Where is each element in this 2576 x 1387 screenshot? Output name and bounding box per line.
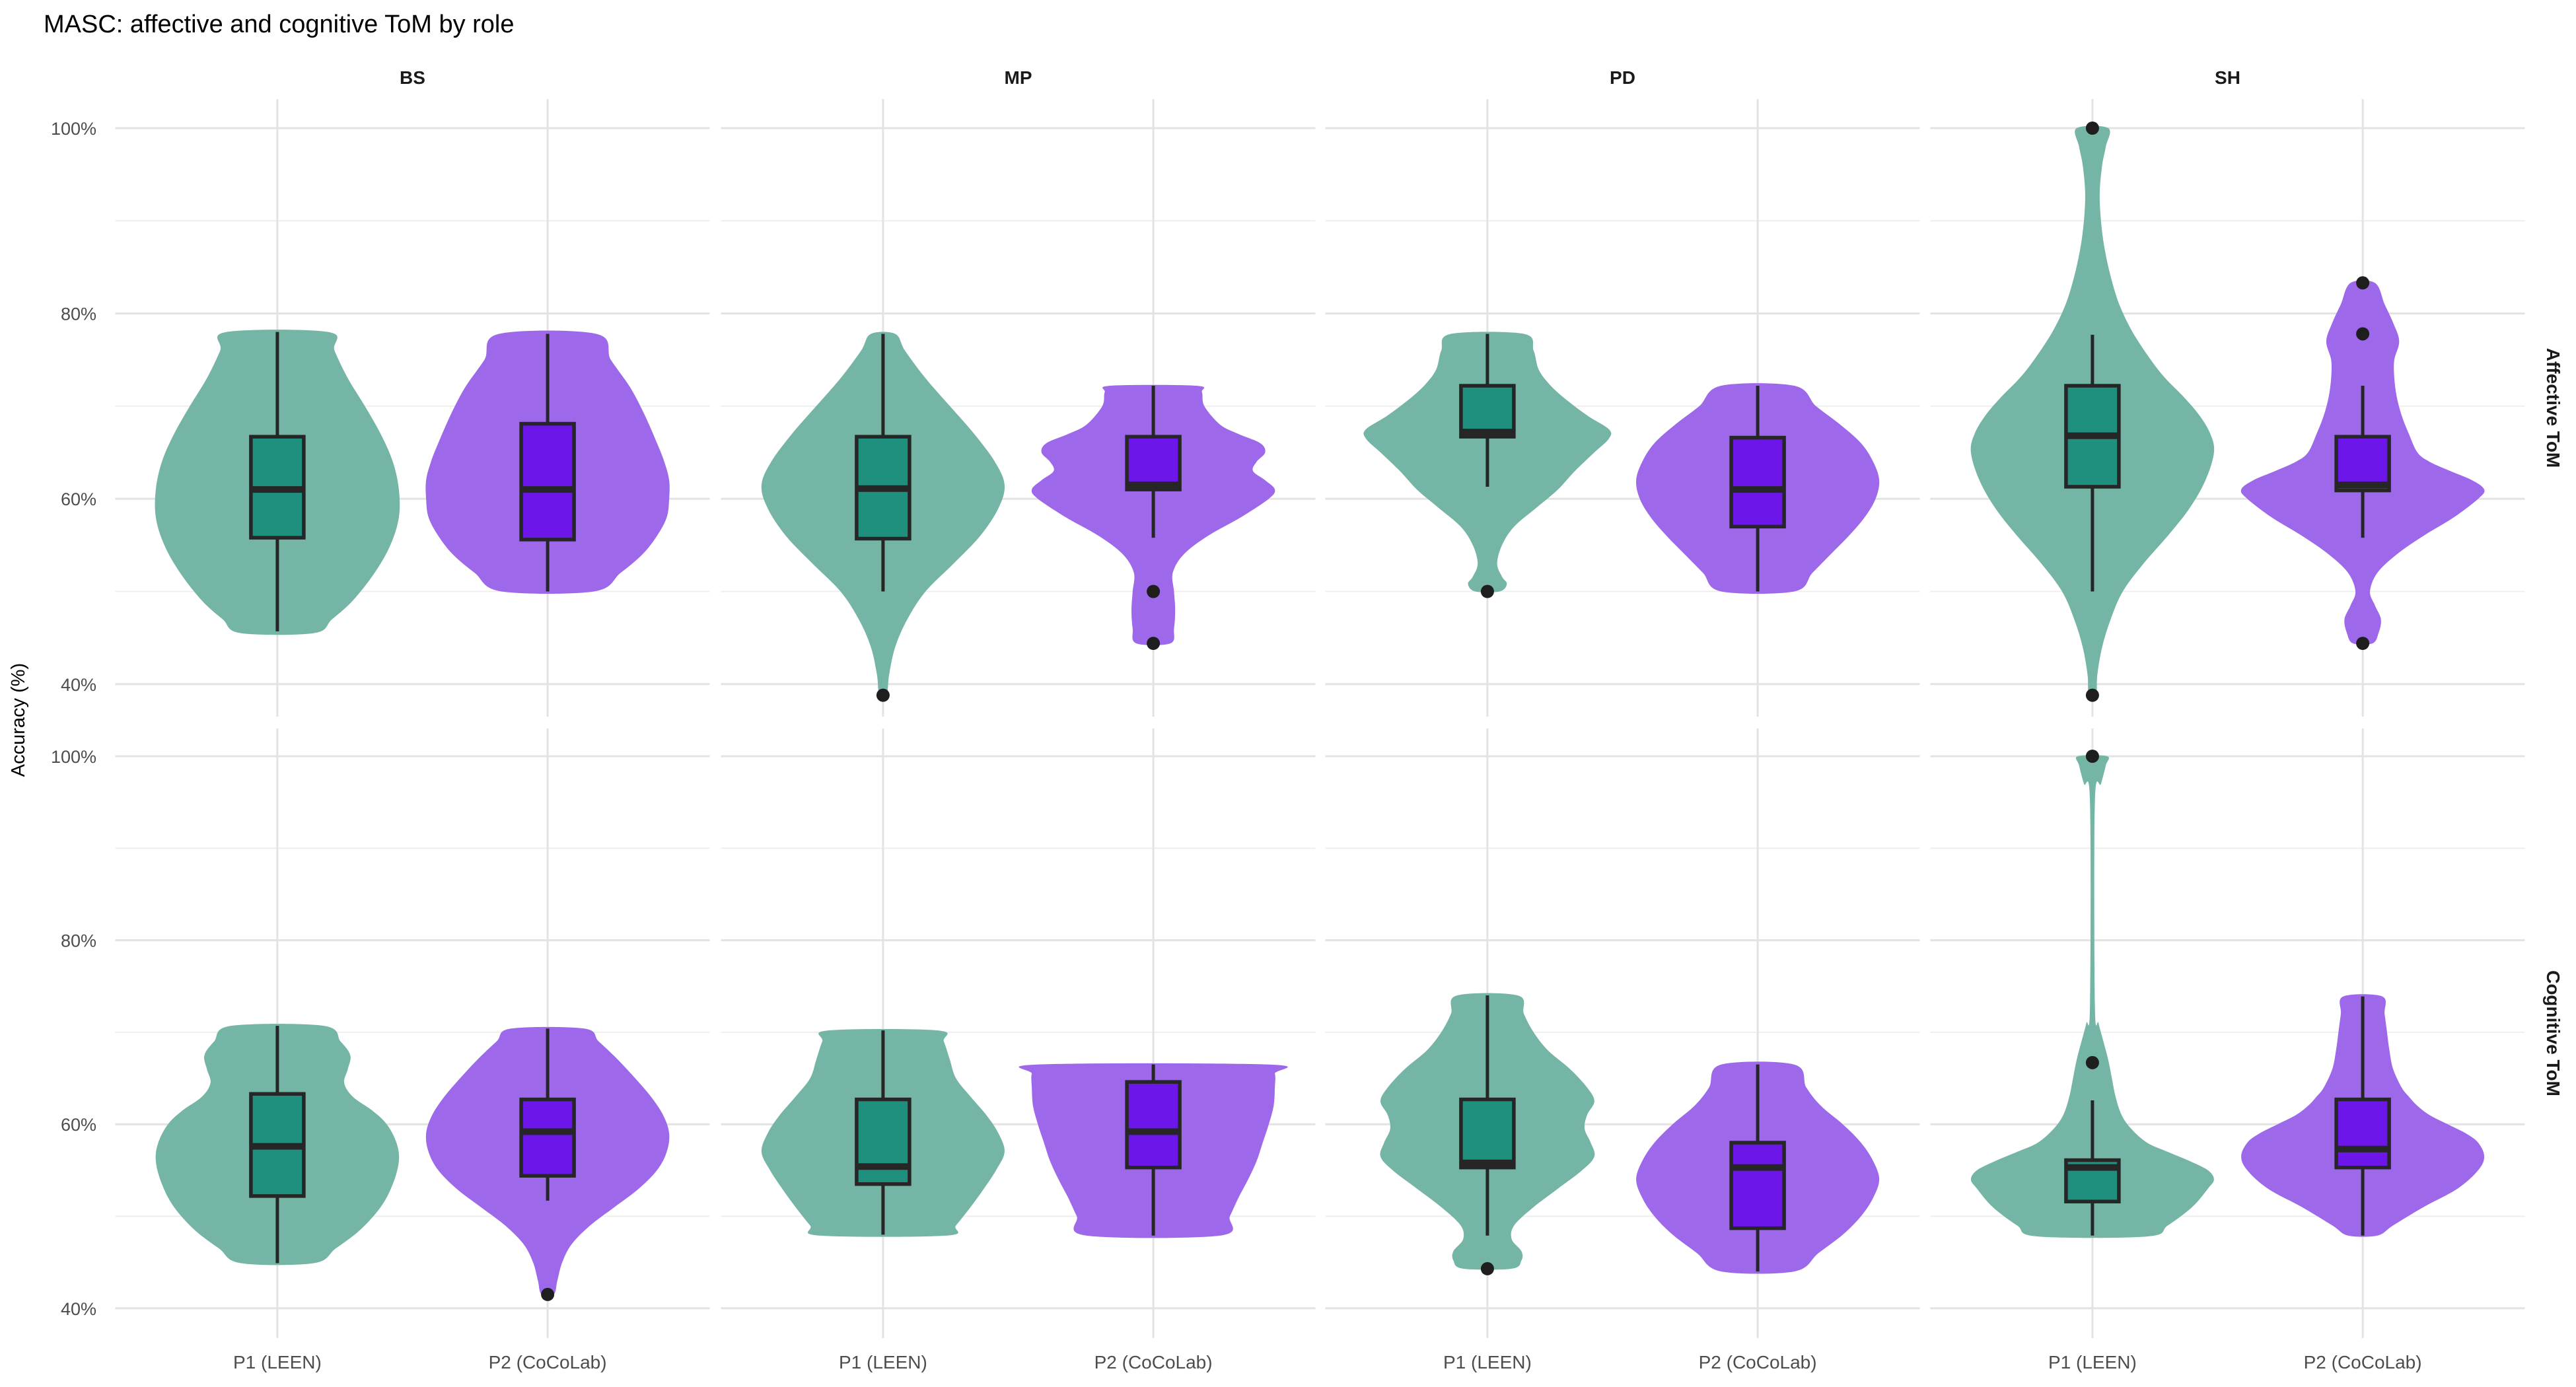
x-tick-label: P1 (LEEN): [839, 1352, 927, 1372]
outlier-point: [541, 1287, 555, 1301]
y-tick-label: 100%: [51, 119, 96, 139]
boxplot-box: [1729, 435, 1786, 529]
y-tick-label: 80%: [61, 304, 96, 324]
outlier-point: [2356, 327, 2370, 341]
outlier-point: [2356, 637, 2370, 651]
boxplot-box: [2334, 1097, 2391, 1170]
y-tick-label: 80%: [61, 931, 96, 951]
outlier-point: [2085, 750, 2099, 763]
outlier-point: [1480, 585, 1494, 598]
facet-strip-affective: Affective ToM: [2543, 348, 2563, 468]
facet-strip-pd: PD: [1610, 67, 1635, 88]
boxplot-box: [1125, 435, 1182, 491]
boxplot-box: [1729, 1141, 1786, 1230]
x-tick-label: P2 (CoCoLab): [489, 1352, 607, 1372]
y-tick-label: 60%: [61, 1115, 96, 1135]
x-tick-label: P2 (CoCoLab): [1699, 1352, 1817, 1372]
facet-strip-bs: BS: [400, 67, 425, 88]
y-tick-label: 40%: [61, 1299, 96, 1319]
outlier-point: [2085, 1055, 2099, 1069]
x-tick-label: P1 (LEEN): [233, 1352, 322, 1372]
facet-strip-mp: MP: [1005, 67, 1032, 88]
facet-strip-sh: SH: [2215, 67, 2240, 88]
boxplot-box: [1459, 1097, 1516, 1170]
x-tick-label: P1 (LEEN): [2048, 1352, 2137, 1372]
boxplot-box: [1125, 1080, 1182, 1170]
y-axis-title: Accuracy (%): [8, 662, 29, 777]
boxplot-box: [2334, 435, 2391, 493]
outlier-point: [2356, 276, 2370, 290]
y-tick-label: 60%: [61, 489, 96, 509]
boxplot-box: [519, 421, 576, 542]
boxplot-box: [519, 1097, 576, 1178]
boxplot-box: [855, 1097, 912, 1186]
outlier-point: [1480, 1262, 1494, 1275]
outlier-point: [2085, 122, 2099, 135]
y-tick-label: 100%: [51, 747, 96, 767]
x-tick-label: P1 (LEEN): [1443, 1352, 1532, 1372]
outlier-point: [1147, 637, 1161, 651]
chart-title: MASC: affective and cognitive ToM by rol…: [44, 11, 515, 38]
outlier-point: [2085, 688, 2099, 702]
outlier-point: [876, 688, 890, 702]
violin-SH-Cognitive-p1: [1970, 755, 2214, 1238]
x-tick-label: P2 (CoCoLab): [1094, 1352, 1213, 1372]
y-tick-label: 40%: [61, 675, 96, 695]
outlier-point: [1147, 585, 1161, 598]
facet-strip-cognitive: Cognitive ToM: [2543, 970, 2563, 1096]
boxplot-box: [1459, 384, 1516, 439]
x-tick-label: P2 (CoCoLab): [2304, 1352, 2422, 1372]
